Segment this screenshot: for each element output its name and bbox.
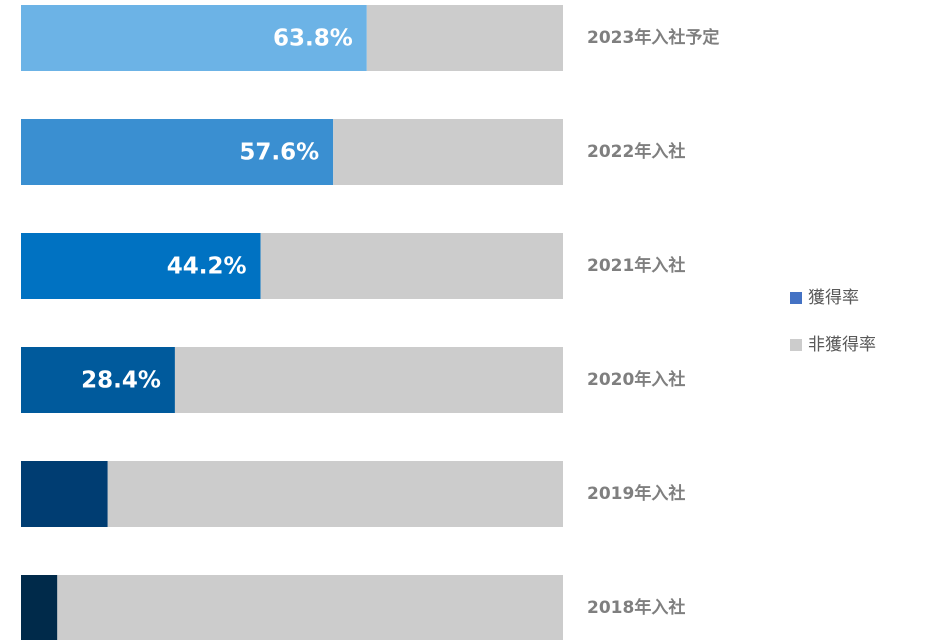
bar-segment	[57, 575, 564, 640]
category-label: 2019年入社	[587, 483, 685, 504]
bar-segment	[21, 233, 261, 299]
bar-segment	[21, 575, 58, 640]
category-label: 2021年入社	[587, 255, 685, 276]
bar-segment	[21, 347, 175, 413]
category-label: 2023年入社予定	[587, 27, 719, 48]
legend-label: 非獲得率	[808, 335, 876, 355]
value-label: 44.2%	[167, 254, 247, 280]
bar-segment	[21, 5, 367, 71]
bar-segment	[260, 233, 563, 299]
bar-segment	[333, 119, 563, 185]
legend-marker	[790, 292, 802, 304]
category-label: 2020年入社	[587, 369, 685, 390]
category-label: 2022年入社	[587, 141, 685, 162]
value-label: 63.8%	[273, 26, 353, 52]
bar-segment	[21, 461, 108, 527]
value-label: 28.4%	[81, 368, 161, 394]
category-label: 2018年入社	[587, 597, 685, 618]
legend-label: 獲得率	[808, 288, 859, 308]
bar-segment	[21, 119, 334, 185]
bar-segment	[366, 5, 563, 71]
legend-marker	[790, 339, 802, 351]
bar-segment	[174, 347, 564, 413]
value-label: 57.6%	[239, 140, 319, 166]
bar-segment	[107, 461, 563, 527]
